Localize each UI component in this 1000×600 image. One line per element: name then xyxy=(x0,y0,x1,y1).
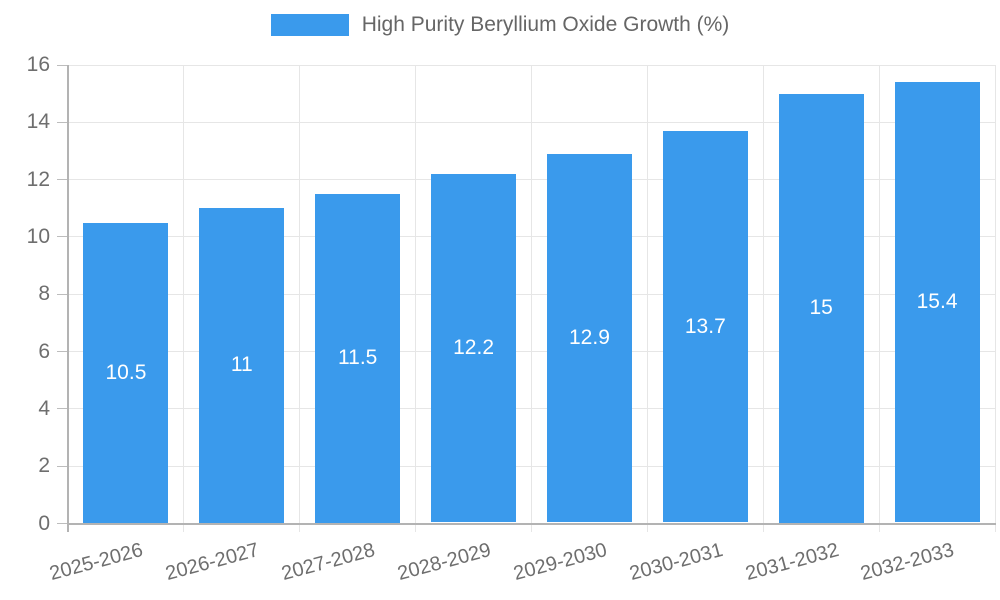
bar[interactable]: 15 xyxy=(778,93,864,523)
x-tick-label: 2025-2026 xyxy=(47,539,146,586)
y-tick-label: 2 xyxy=(38,454,50,478)
y-axis-tick xyxy=(57,293,68,295)
y-axis-tick xyxy=(57,121,68,123)
bar-value-label: 12.9 xyxy=(569,326,610,350)
legend-swatch xyxy=(270,14,349,36)
legend-label: High Purity Beryllium Oxide Growth (%) xyxy=(361,13,730,36)
gridline-vertical xyxy=(994,65,996,532)
y-axis-line xyxy=(67,65,69,532)
bar-value-label: 15 xyxy=(809,296,833,320)
y-axis-tick xyxy=(57,236,68,238)
x-tick-label: 2031-2032 xyxy=(742,539,841,586)
y-tick-label: 0 xyxy=(38,511,50,535)
bar-value-label: 10.5 xyxy=(105,360,147,384)
x-tick-label: 2026-2027 xyxy=(163,539,262,586)
bar-value-label: 11 xyxy=(230,353,253,377)
bar[interactable]: 10.5 xyxy=(83,222,169,523)
bar-value-label: 12.2 xyxy=(453,336,494,360)
gridline-vertical xyxy=(183,65,185,532)
gridline-vertical xyxy=(299,65,301,532)
y-tick-label: 12 xyxy=(26,167,50,191)
bar[interactable]: 13.7 xyxy=(662,130,748,523)
y-axis-tick xyxy=(57,351,68,353)
bar-value-label: 13.7 xyxy=(684,314,726,338)
y-tick-label: 8 xyxy=(38,282,50,306)
legend[interactable]: High Purity Beryllium Oxide Growth (%) xyxy=(0,14,1000,36)
bar[interactable]: 12.9 xyxy=(546,153,632,523)
y-tick-label: 14 xyxy=(26,110,50,134)
bar[interactable]: 11 xyxy=(199,208,285,523)
x-tick-label: 2029-2030 xyxy=(511,539,610,586)
x-tick-label: 2030-2031 xyxy=(626,539,726,586)
x-axis-line xyxy=(67,522,996,525)
y-axis-tick xyxy=(57,64,68,66)
y-tick-label: 4 xyxy=(38,396,50,420)
gridline-vertical xyxy=(878,65,880,532)
y-axis-tick xyxy=(57,408,68,410)
gridline-vertical xyxy=(646,65,648,532)
bar[interactable]: 15.4 xyxy=(894,82,980,523)
y-axis-tick xyxy=(57,465,68,467)
y-tick-label: 6 xyxy=(38,339,50,363)
y-axis-tick xyxy=(57,179,68,181)
x-tick-label: 2027-2028 xyxy=(279,539,378,586)
y-axis-tick xyxy=(57,523,68,524)
bar[interactable]: 12.2 xyxy=(431,173,517,523)
x-tick-label: 2032-2033 xyxy=(858,539,957,586)
gridline-vertical xyxy=(415,65,417,532)
bar-value-label: 11.5 xyxy=(338,346,378,370)
y-tick-label: 16 xyxy=(26,53,50,76)
gridline-vertical xyxy=(531,65,532,532)
bar-value-label: 15.4 xyxy=(916,290,958,314)
gridline-vertical xyxy=(762,65,764,532)
x-tick-label: 2028-2029 xyxy=(395,539,494,586)
bar[interactable]: 11.5 xyxy=(315,193,401,523)
y-tick-label: 10 xyxy=(26,224,50,248)
